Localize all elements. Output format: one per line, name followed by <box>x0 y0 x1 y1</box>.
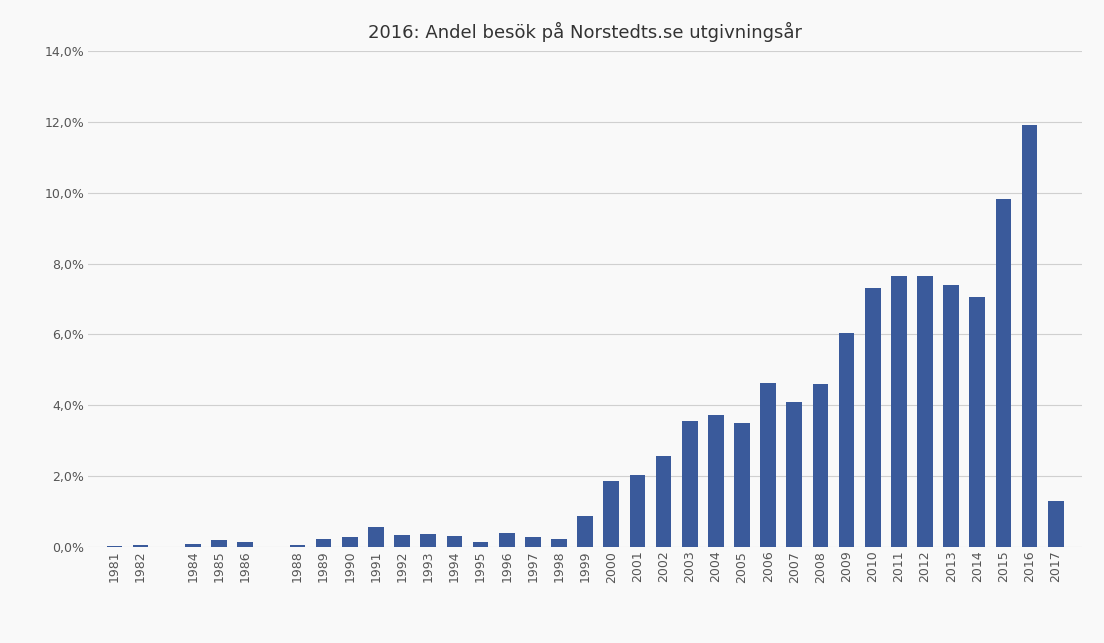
Bar <box>473 542 488 547</box>
Bar <box>342 537 358 547</box>
Bar <box>289 545 306 547</box>
Bar <box>682 421 698 547</box>
Bar <box>526 537 541 547</box>
Bar <box>499 534 514 547</box>
Bar <box>107 546 123 547</box>
Bar <box>839 332 854 547</box>
Bar <box>629 475 645 547</box>
Bar <box>708 415 724 547</box>
Bar <box>446 536 463 547</box>
Bar <box>604 481 619 547</box>
Bar <box>813 384 828 547</box>
Bar <box>211 540 227 547</box>
Bar <box>996 199 1011 547</box>
Bar <box>394 535 410 547</box>
Bar <box>656 457 671 547</box>
Bar <box>891 276 906 547</box>
Bar <box>185 544 201 547</box>
Bar <box>969 297 985 547</box>
Bar <box>943 285 959 547</box>
Bar <box>917 276 933 547</box>
Bar <box>577 516 593 547</box>
Bar <box>761 383 776 547</box>
Bar <box>1048 500 1063 547</box>
Bar <box>864 288 881 547</box>
Bar <box>368 527 384 547</box>
Bar <box>316 539 331 547</box>
Bar <box>734 424 750 547</box>
Bar <box>1022 125 1038 547</box>
Title: 2016: Andel besök på Norstedts.se utgivningsår: 2016: Andel besök på Norstedts.se utgivn… <box>368 21 803 42</box>
Bar <box>421 534 436 547</box>
Bar <box>786 401 803 547</box>
Bar <box>132 545 148 547</box>
Bar <box>237 542 253 547</box>
Bar <box>551 539 566 547</box>
